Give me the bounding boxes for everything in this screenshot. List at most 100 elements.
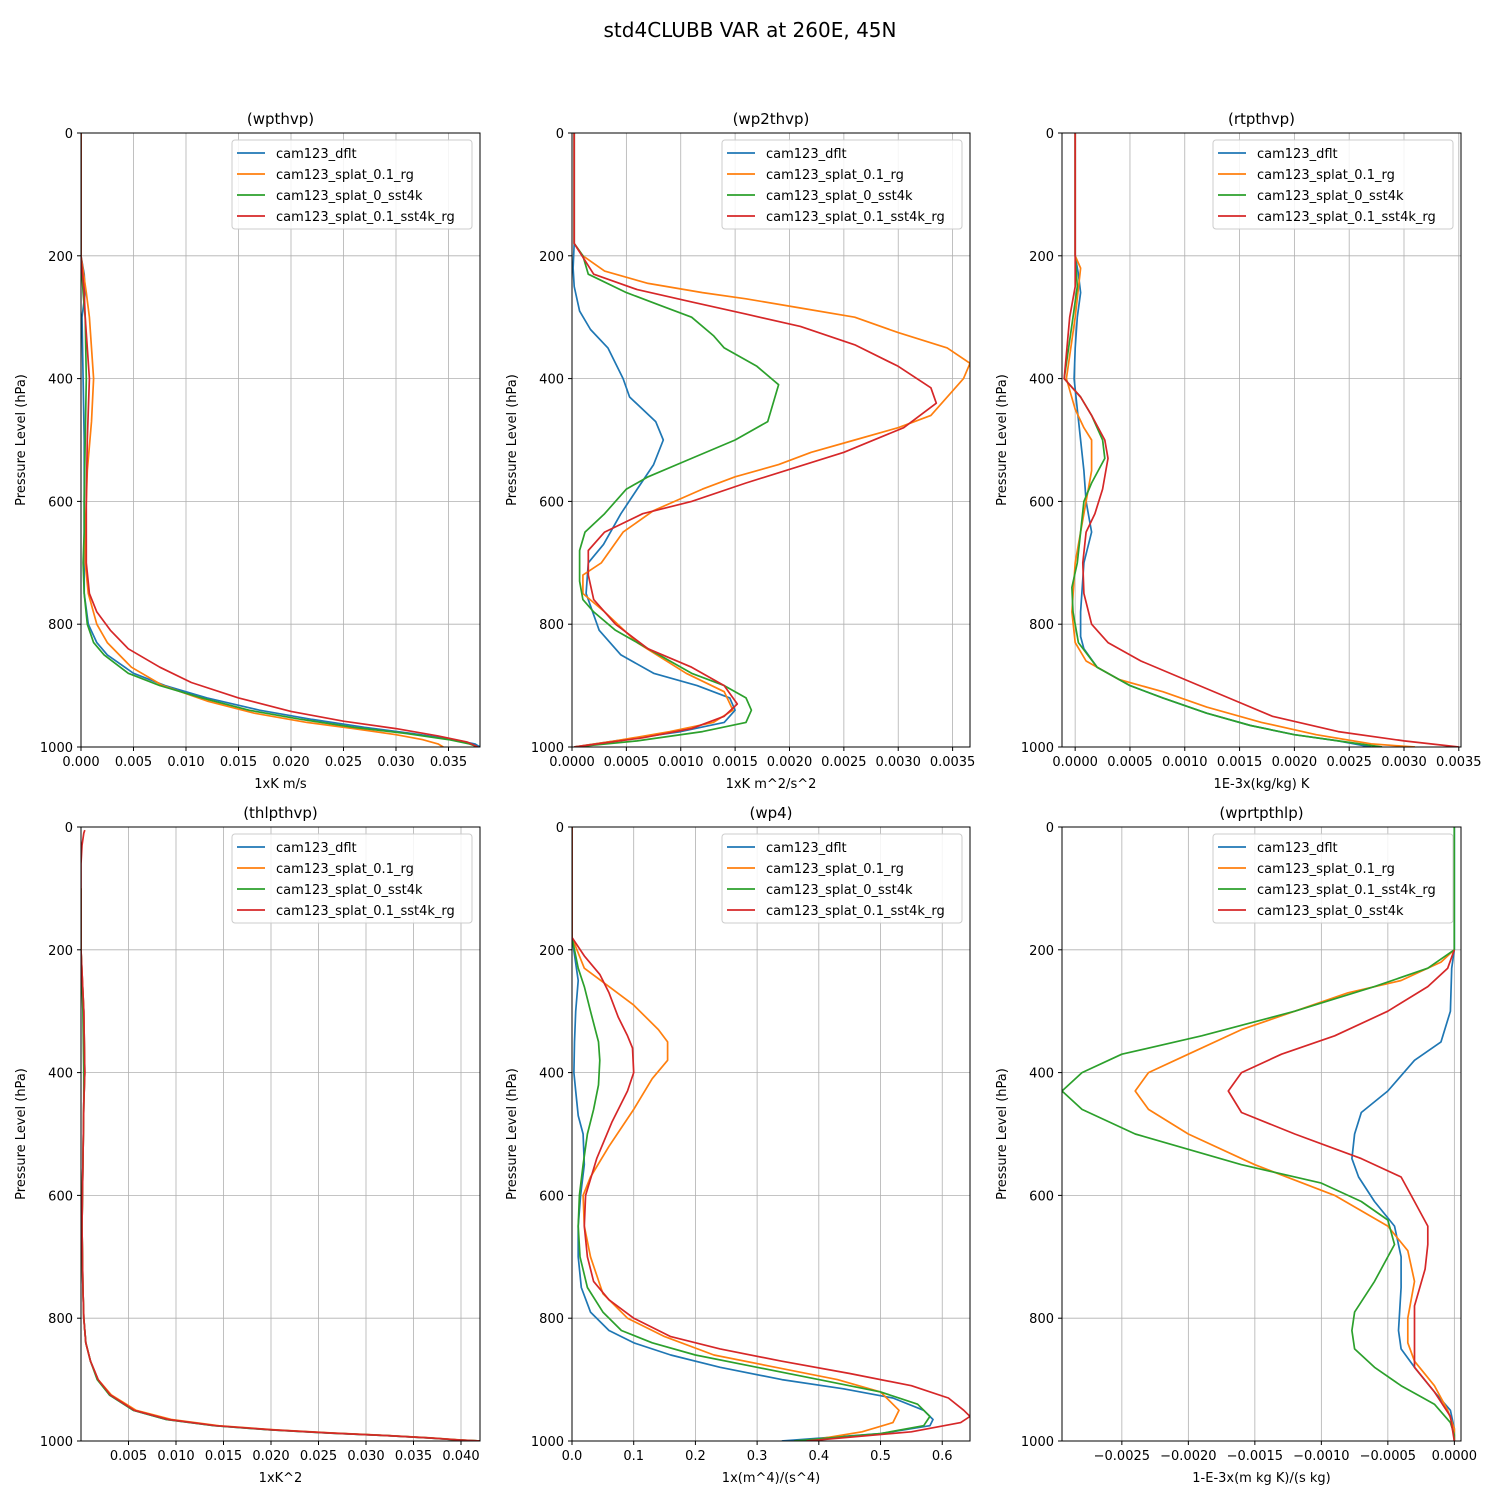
series-line-cam123_splat_0.1_sst4k_rg — [1062, 827, 1456, 1441]
x-tick-label: 0.000 — [62, 755, 99, 770]
series-line-cam123_dflt — [572, 133, 736, 747]
x-tick-label: 0.015 — [205, 1449, 242, 1464]
x-tick-label: −0.0010 — [1293, 1449, 1349, 1464]
x-tick-label: 0.030 — [377, 755, 414, 770]
y-tick-label: 800 — [48, 1312, 73, 1327]
y-tick-label: 400 — [48, 373, 73, 388]
x-tick-label: 0.010 — [157, 1449, 194, 1464]
legend-label: cam123_dflt — [766, 841, 847, 856]
series-line-cam123_splat_0.1_rg — [81, 133, 444, 747]
axes-frame — [1061, 132, 1462, 748]
x-tick-label: 0.0035 — [1436, 755, 1482, 770]
axes-frame — [1061, 826, 1462, 1442]
series-group — [81, 829, 480, 1441]
series-line-cam123_splat_0.1_rg — [1065, 133, 1416, 747]
panel-title: (wprtpthlp) — [1219, 804, 1303, 822]
x-tick-label: 0.2 — [685, 1449, 706, 1464]
x-tick-label: 0.005 — [115, 755, 152, 770]
y-tick-label: 200 — [48, 250, 73, 265]
x-tick-label: 0.0010 — [658, 755, 704, 770]
x-axis-label: 1x(m^4)/(s^4) — [722, 1471, 820, 1486]
x-tick-label: 0.0000 — [1432, 1449, 1478, 1464]
legend-box — [1212, 139, 1454, 230]
legend-box — [1212, 833, 1454, 924]
legend: cam123_dflt cam123_splat_0.1_rg cam123_spl… — [721, 833, 963, 924]
x-tick-label: 0.020 — [272, 755, 309, 770]
y-tick-label: 200 — [539, 250, 564, 265]
y-tick-label: 400 — [1029, 1067, 1054, 1082]
panel-title: (thlpthvp) — [243, 804, 318, 822]
y-axis-label: Pressure Level (hPa) — [505, 1068, 520, 1200]
legend-box — [721, 139, 963, 230]
legend: cam123_dflt cam123_splat_0.1_rg cam123_spl… — [231, 833, 473, 924]
y-tick-label: 600 — [48, 1189, 73, 1204]
axes-frame — [571, 826, 971, 1442]
y-tick-label: 1000 — [40, 741, 73, 756]
y-tick-label: 0 — [556, 127, 564, 142]
legend-label: cam123_dflt — [766, 147, 847, 162]
x-tick-label: 0.6 — [932, 1449, 953, 1464]
series-group — [572, 827, 970, 1441]
x-tick-label: 0.4 — [808, 1449, 829, 1464]
series-group — [1062, 827, 1456, 1441]
x-tick-label: 0.030 — [347, 1449, 384, 1464]
y-tick-label: 1000 — [531, 741, 564, 756]
x-axis-label: 1xK^2 — [259, 1471, 303, 1486]
x-tick-label: 0.025 — [325, 755, 362, 770]
x-tick-label: −0.0020 — [1160, 1449, 1216, 1464]
panel-title: (wpthvp) — [247, 110, 314, 128]
y-tick-label: 200 — [1029, 250, 1054, 265]
x-tick-label: 0.005 — [110, 1449, 147, 1464]
y-tick-label: 1000 — [1021, 1435, 1054, 1450]
legend-label: cam123_splat_0_sst4k — [1257, 904, 1404, 919]
legend-label: cam123_splat_0.1_rg — [1257, 862, 1395, 877]
y-tick-label: 400 — [1029, 373, 1054, 388]
x-tick-label: 0.0030 — [875, 755, 921, 770]
y-tick-label: 0 — [1046, 127, 1054, 142]
legend: cam123_dflt cam123_splat_0.1_rg cam123_spl… — [231, 139, 473, 230]
axes-frame — [80, 826, 481, 1442]
y-tick-label: 1000 — [1021, 741, 1054, 756]
x-tick-label: 0.0025 — [821, 755, 867, 770]
x-axis-label: 1E-3x(kg/kg) K — [1214, 777, 1310, 792]
legend-label: cam123_splat_0.1_rg — [766, 862, 904, 877]
legend-label: cam123_splat_0.1_rg — [276, 862, 414, 877]
x-tick-label: 0.020 — [252, 1449, 289, 1464]
y-tick-label: 0 — [556, 821, 564, 836]
x-tick-label: 0.0005 — [1107, 755, 1153, 770]
x-axis-label: 1xK m/s — [254, 777, 307, 792]
panel-title: (wp2thvp) — [733, 110, 810, 128]
y-tick-label: 600 — [539, 1189, 564, 1204]
y-tick-label: 0 — [1046, 821, 1054, 836]
legend: cam123_dflt cam123_splat_0.1_rg cam123_spl… — [1212, 139, 1454, 230]
panel-2: 0.0000 0.0005 0.0010 0.0015 0.0020 0.0025 0.00… — [505, 110, 975, 792]
series-group — [81, 133, 480, 747]
x-tick-label: 0.0030 — [1381, 755, 1427, 770]
panel-3: 0.0000 0.0005 0.0010 0.0015 0.0020 0.0025 0.00… — [995, 110, 1482, 792]
legend-label: cam123_splat_0.1_sst4k_rg — [276, 904, 455, 919]
y-tick-label: 800 — [539, 618, 564, 633]
y-tick-label: 400 — [539, 373, 564, 388]
series-line-cam123_splat_0.1_sst4k_rg — [1063, 133, 1459, 747]
y-tick-label: 200 — [539, 944, 564, 959]
x-tick-label: 0.010 — [167, 755, 204, 770]
series-line-cam123_splat_0.1_sst4k_rg — [572, 827, 970, 1441]
legend-label: cam123_splat_0_sst4k — [276, 189, 423, 204]
y-tick-label: 400 — [539, 1067, 564, 1082]
y-tick-label: 600 — [1029, 1189, 1054, 1204]
legend-label: cam123_splat_0.1_sst4k_rg — [766, 904, 945, 919]
x-tick-label: 0.0000 — [549, 755, 595, 770]
legend-label: cam123_dflt — [1257, 147, 1338, 162]
legend-label: cam123_dflt — [276, 147, 357, 162]
legend-label: cam123_splat_0_sst4k — [1257, 189, 1404, 204]
series-line-cam123_splat_0.1_sst4k_rg — [81, 133, 479, 747]
series-line-cam123_splat_0.1_sst4k_rg — [81, 829, 480, 1441]
legend-box — [231, 139, 473, 230]
x-tick-label: 0.0035 — [930, 755, 976, 770]
panel-1: 0.000 0.005 0.010 0.015 0.020 0.025 0.030 0.035… — [14, 110, 481, 792]
x-tick-label: 0.0 — [562, 1449, 583, 1464]
panel-5: 0.0 0.1 0.2 0.3 0.4 0.5 0.6 0 200 400 600 800 1000 (w… — [505, 804, 971, 1486]
y-tick-label: 600 — [1029, 495, 1054, 510]
y-tick-label: 1000 — [531, 1435, 564, 1450]
